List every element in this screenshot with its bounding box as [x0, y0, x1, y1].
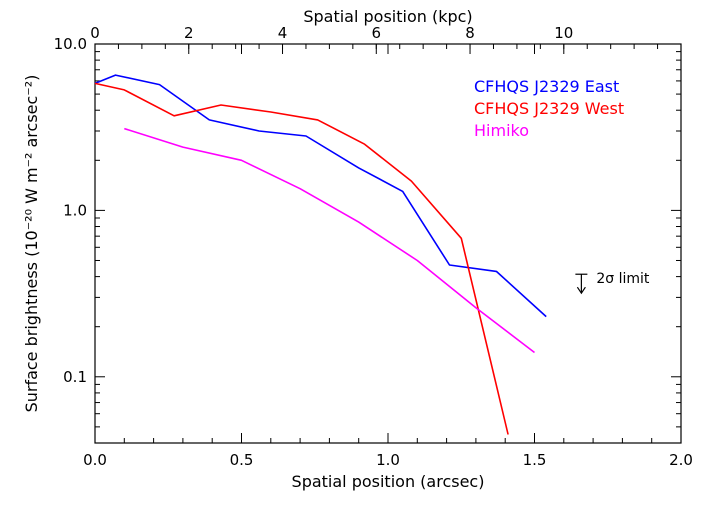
- series-line-himiko: [124, 127, 535, 354]
- legend-entry: Himiko: [474, 121, 529, 140]
- x-tick-label: 1.0: [376, 451, 400, 469]
- series-line-cfhqs-j2329-east: [94, 74, 547, 318]
- series-lines: [94, 74, 547, 435]
- axes: 0.0 0.5 1.0 1.5 2.0 0 2 4 6 8 10 0.1 1.0 10.0 Spatial …: [22, 7, 693, 491]
- x-tick-label: 0.5: [230, 451, 254, 469]
- top-x-tick-label: 6: [372, 24, 382, 42]
- legend: CFHQS J2329 East CFHQS J2329 West Himiko: [474, 77, 624, 140]
- legend-entry: CFHQS J2329 East: [474, 77, 619, 96]
- annotations: 2σ limit: [575, 271, 650, 295]
- x-axis-title: Spatial position (arcsec): [292, 472, 485, 491]
- limit-arrow-head: [576, 286, 586, 295]
- upper-limit-marker: [575, 273, 588, 295]
- x-tick-label: 1.5: [523, 451, 547, 469]
- limit-label: 2σ limit: [596, 271, 650, 287]
- y-tick-label: 0.1: [63, 368, 87, 386]
- top-x-tick-label: 2: [184, 24, 194, 42]
- top-x-axis-title: Spatial position (kpc): [303, 7, 472, 26]
- series-line-cfhqs-j2329-west: [94, 82, 509, 435]
- y-tick-label: 10.0: [54, 35, 87, 53]
- x-tick-label: 0.0: [83, 451, 107, 469]
- y-axis-title: Surface brightness (10⁻²⁰ W m⁻² arcsec⁻²…: [22, 75, 41, 413]
- x-tick-label: 2.0: [669, 451, 693, 469]
- y-tick-label: 1.0: [63, 201, 87, 219]
- legend-entry: CFHQS J2329 West: [474, 99, 624, 118]
- top-x-tick-label: 8: [465, 24, 475, 42]
- top-x-tick-label: 10: [554, 24, 573, 42]
- top-x-tick-label: 4: [278, 24, 288, 42]
- top-x-tick-label: 0: [90, 24, 100, 42]
